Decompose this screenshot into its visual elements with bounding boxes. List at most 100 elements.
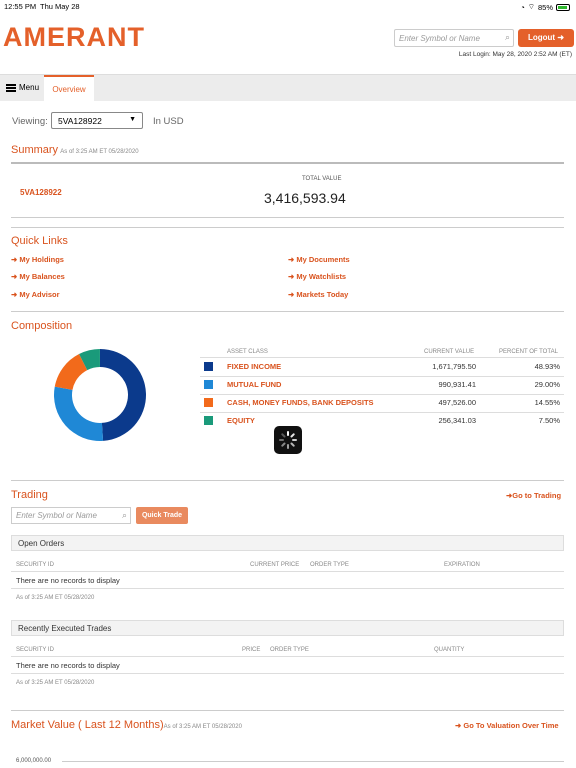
quick-links-title: Quick Links <box>11 235 68 247</box>
executed-trades-empty: There are no records to display <box>16 661 120 670</box>
col-expiration: EXPIRATION <box>444 562 480 568</box>
total-value-label: TOTAL VALUE <box>302 176 342 182</box>
asset-current-value: 497,526.00 <box>438 398 476 407</box>
asset-percent: 14.55% <box>534 398 560 407</box>
go-to-valuation-link[interactable]: ➜ Go To Valuation Over Time <box>455 721 559 730</box>
link-label: My Watchlists <box>296 272 347 281</box>
asset-class-link[interactable]: MUTUAL FUND <box>227 380 282 389</box>
logout-button[interactable]: Logout ➜ <box>518 29 574 47</box>
donut-slice <box>54 354 88 390</box>
summary-asof: As of 3:25 AM ET 05/28/2020 <box>60 149 139 155</box>
asset-percent: 29.00% <box>534 380 560 389</box>
link-label: My Holdings <box>19 255 64 264</box>
divider <box>11 311 564 312</box>
search-icon[interactable]: ⌕ <box>121 510 127 520</box>
asset-percent: 48.93% <box>534 362 560 371</box>
trade-symbol-input[interactable]: Enter Symbol or Name ⌕ <box>11 507 131 524</box>
loading-spinner-icon <box>274 426 302 454</box>
summary-account[interactable]: 5VA128922 <box>20 188 62 197</box>
divider <box>200 394 564 395</box>
rotation-lock-icon: ◔ <box>520 2 525 12</box>
col-security-id: SECURITY ID <box>16 647 54 653</box>
open-orders-asof: As of 3:25 AM ET 05/28/2020 <box>16 595 95 601</box>
col-percent: PERCENT OF TOTAL <box>499 349 558 355</box>
status-time: 12:55 PM <box>4 2 37 11</box>
viewing-label: Viewing: <box>12 116 48 127</box>
asset-class-link[interactable]: EQUITY <box>227 416 255 425</box>
wifi-icon: ⌔ <box>527 2 535 11</box>
col-order-type: ORDER TYPE <box>270 647 309 653</box>
divider <box>11 227 564 228</box>
market-value-title: Market Value ( Last 12 Months) <box>11 719 164 731</box>
executed-trades-header: Recently Executed Trades <box>11 620 564 636</box>
divider <box>11 162 564 164</box>
go-to-valuation-label: Go To Valuation Over Time <box>463 721 559 730</box>
legend-swatch <box>204 398 213 407</box>
divider <box>11 588 564 589</box>
asset-current-value: 990,931.41 <box>438 380 476 389</box>
amerant-logo[interactable]: AMERANT <box>3 22 145 52</box>
account-select-value: 5VA128922 <box>58 116 102 126</box>
asset-percent: 7.50% <box>538 416 560 425</box>
logout-label: Logout <box>527 33 556 42</box>
account-select[interactable]: 5VA128922 ▼ <box>51 112 143 129</box>
chart-gridline <box>62 761 564 762</box>
col-asset-class: ASSET CLASS <box>227 349 268 355</box>
market-value-asof: As of 3:25 AM ET 05/28/2020 <box>163 724 242 730</box>
tab-overview[interactable]: Overview <box>44 75 94 102</box>
col-current-value: CURRENT VALUE <box>424 349 475 355</box>
asset-class-link[interactable]: FIXED INCOME <box>227 362 282 371</box>
currency-label: In USD <box>153 116 184 127</box>
link-my-balances[interactable]: ➜ My Balances <box>11 272 65 281</box>
chevron-down-icon: ▼ <box>129 116 136 123</box>
asset-current-value: 1,671,795.50 <box>432 362 476 371</box>
divider <box>200 357 564 358</box>
donut-slice <box>79 349 100 371</box>
col-current-price: CURRENT PRICE <box>250 562 300 568</box>
composition-title: Composition <box>11 320 73 332</box>
divider <box>11 673 564 674</box>
hamburger-icon <box>6 83 16 92</box>
divider <box>11 571 564 572</box>
divider <box>200 376 564 377</box>
status-date: Thu May 28 <box>40 2 80 11</box>
total-value: 3,416,593.94 <box>264 190 346 206</box>
battery-percent: 85% <box>537 2 553 12</box>
nav-bar: Menu Overview <box>0 74 576 102</box>
link-my-documents[interactable]: ➜ My Documents <box>288 255 350 264</box>
summary-heading: Summary As of 3:25 AM ET 05/28/2020 <box>11 144 139 156</box>
col-quantity: QUANTITY <box>434 647 465 653</box>
open-orders-empty: There are no records to display <box>16 576 120 585</box>
logout-icon: ➜ <box>557 33 565 42</box>
last-login: Last Login: May 28, 2020 2:52 AM (ET) <box>458 51 572 58</box>
link-my-advisor[interactable]: ➜ My Advisor <box>11 290 60 299</box>
link-my-watchlists[interactable]: ➜ My Watchlists <box>288 272 347 281</box>
market-value-heading: Market Value ( Last 12 Months)As of 3:25… <box>11 719 242 731</box>
executed-trades-asof: As of 3:25 AM ET 05/28/2020 <box>16 680 95 686</box>
link-markets-today[interactable]: ➜ Markets Today <box>288 290 349 299</box>
search-icon[interactable]: ⌕ <box>504 32 510 42</box>
legend-swatch <box>204 380 213 389</box>
divider <box>11 710 564 711</box>
composition-donut-chart <box>53 349 146 441</box>
col-security-id: SECURITY ID <box>16 562 54 568</box>
trade-search-placeholder: Enter Symbol or Name <box>16 511 97 520</box>
link-label: My Advisor <box>19 290 60 299</box>
donut-slice <box>100 349 146 441</box>
symbol-search-input[interactable]: Enter Symbol or Name ⌕ <box>394 29 514 47</box>
menu-button[interactable]: Menu <box>6 83 39 92</box>
divider <box>11 480 564 481</box>
legend-swatch <box>204 362 213 371</box>
divider <box>200 412 564 413</box>
divider <box>11 656 564 657</box>
battery-icon <box>556 3 570 11</box>
link-label: Markets Today <box>296 290 349 299</box>
go-to-trading-link[interactable]: ➜Go to Trading <box>506 491 562 500</box>
asset-class-link[interactable]: CASH, MONEY FUNDS, BANK DEPOSITS <box>227 398 374 407</box>
link-label: My Balances <box>19 272 65 281</box>
go-to-trading-label: Go to Trading <box>512 491 562 500</box>
link-my-holdings[interactable]: ➜ My Holdings <box>11 255 64 264</box>
quick-trade-button[interactable]: Quick Trade <box>136 507 188 524</box>
col-order-type: ORDER TYPE <box>310 562 349 568</box>
summary-title: Summary <box>11 144 59 156</box>
